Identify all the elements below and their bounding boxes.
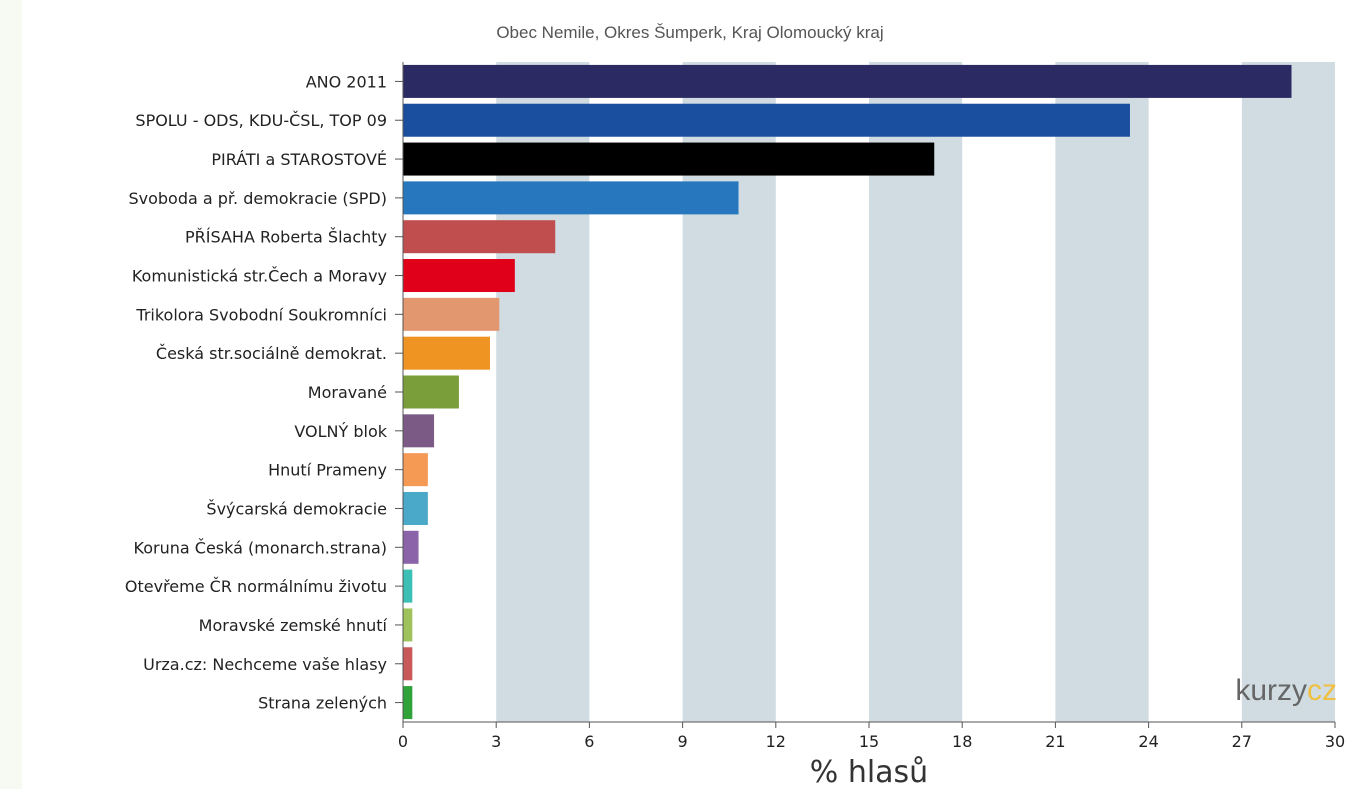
bar bbox=[403, 65, 1292, 98]
category-label: Koruna Česká (monarch.strana) bbox=[134, 538, 387, 557]
grid-band bbox=[1242, 62, 1335, 722]
bar bbox=[403, 453, 428, 486]
category-label: Česká str.sociálně demokrat. bbox=[156, 344, 387, 363]
category-label: Otevřeme ČR normálnímu životu bbox=[125, 577, 387, 596]
watermark-part1: kurzy bbox=[1235, 674, 1307, 707]
category-label: Moravské zemské hnutí bbox=[199, 616, 388, 635]
x-axis-title: % hlasů bbox=[810, 755, 928, 789]
x-tick-label: 12 bbox=[766, 732, 786, 751]
grid-band bbox=[1055, 62, 1148, 722]
bar bbox=[403, 220, 555, 253]
x-tick-label: 15 bbox=[859, 732, 879, 751]
bar bbox=[403, 298, 499, 331]
bar bbox=[403, 531, 419, 564]
x-tick-label: 3 bbox=[491, 732, 501, 751]
category-label: Švýcarská demokracie bbox=[206, 499, 387, 518]
x-tick-label: 27 bbox=[1232, 732, 1252, 751]
tick-labels: 0 3 6 9 12 15 18 21 24 27 30 bbox=[398, 732, 1345, 751]
category-label: Hnutí Prameny bbox=[268, 461, 387, 480]
category-label: Strana zelených bbox=[258, 694, 387, 713]
bar bbox=[403, 492, 428, 525]
bar bbox=[403, 414, 434, 447]
x-tick-label: 9 bbox=[678, 732, 688, 751]
category-label: VOLNÝ blok bbox=[294, 422, 387, 441]
bar bbox=[403, 259, 515, 292]
bar bbox=[403, 608, 412, 641]
x-tick-label: 18 bbox=[952, 732, 972, 751]
category-label: Svoboda a př. demokracie (SPD) bbox=[128, 189, 387, 208]
category-label: PŘÍSAHA Roberta Šlachty bbox=[185, 228, 387, 247]
x-tick-label: 0 bbox=[398, 732, 408, 751]
bar bbox=[403, 181, 739, 214]
category-label: Trikolora Svobodní Soukromníci bbox=[135, 305, 387, 324]
category-label: PIRÁTI a STAROSTOVÉ bbox=[211, 150, 387, 169]
bar bbox=[403, 104, 1130, 137]
x-tick-label: 24 bbox=[1138, 732, 1158, 751]
bar bbox=[403, 647, 412, 680]
category-label: Komunistická str.Čech a Moravy bbox=[132, 267, 387, 286]
category-labels: ANO 2011 SPOLU - ODS, KDU-ČSL, TOP 09 PIRÁ… bbox=[125, 72, 388, 712]
category-label: Urza.cz: Nechceme vaše hlasy bbox=[143, 655, 387, 674]
bar bbox=[403, 143, 934, 176]
category-label: SPOLU - ODS, KDU-ČSL, TOP 09 bbox=[135, 111, 387, 130]
bar bbox=[403, 686, 412, 719]
bar bbox=[403, 376, 459, 409]
watermark-logo: kurzycz bbox=[1235, 674, 1337, 707]
category-label: ANO 2011 bbox=[306, 72, 387, 91]
watermark-part2: cz bbox=[1307, 674, 1337, 707]
bar bbox=[403, 570, 412, 603]
x-tick-label: 30 bbox=[1325, 732, 1345, 751]
x-tick-label: 21 bbox=[1045, 732, 1065, 751]
category-label: Moravané bbox=[308, 383, 387, 402]
chart-title: Obec Nemile, Okres Šumperk, Kraj Olomouc… bbox=[496, 23, 883, 42]
bar bbox=[403, 337, 490, 370]
x-tick-label: 6 bbox=[584, 732, 594, 751]
